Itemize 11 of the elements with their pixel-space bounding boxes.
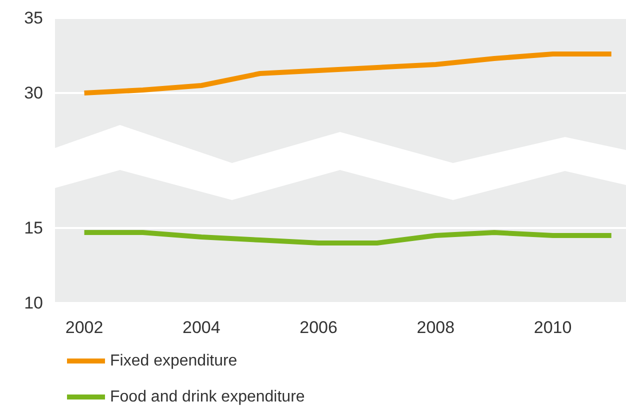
x-tick-label: 2008 (416, 318, 455, 337)
legend-label: Fixed expenditure (110, 352, 238, 370)
y-tick-label: 35 (24, 8, 43, 28)
y-tick-label: 10 (24, 294, 43, 312)
x-tick-label: 2010 (534, 318, 572, 337)
legend-label: Food and drink expenditure (110, 388, 305, 406)
x-tick-label: 2002 (65, 318, 104, 337)
x-tick-label: 2006 (300, 318, 338, 337)
x-tick-label: 2004 (182, 318, 220, 337)
y-tick-label: 15 (24, 218, 43, 238)
y-tick-label: 30 (24, 84, 43, 102)
